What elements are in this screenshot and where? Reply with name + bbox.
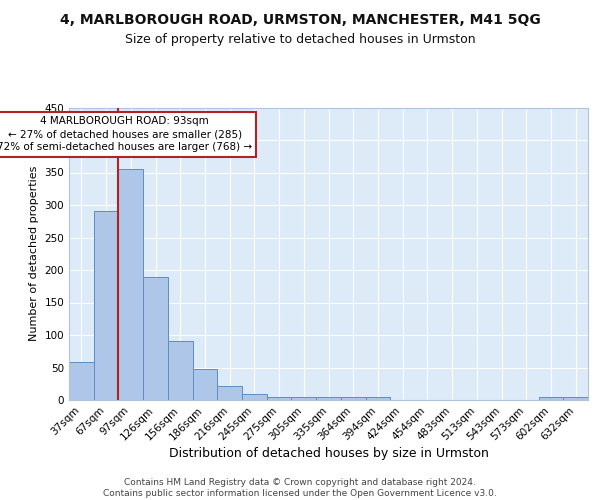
Y-axis label: Number of detached properties: Number of detached properties: [29, 166, 39, 342]
Text: 4, MARLBOROUGH ROAD, URMSTON, MANCHESTER, M41 5QG: 4, MARLBOROUGH ROAD, URMSTON, MANCHESTER…: [59, 12, 541, 26]
X-axis label: Distribution of detached houses by size in Urmston: Distribution of detached houses by size …: [169, 448, 488, 460]
Bar: [118, 169, 143, 400]
Bar: [242, 394, 267, 400]
Bar: [292, 397, 316, 400]
Bar: [563, 398, 588, 400]
Text: 4 MARLBOROUGH ROAD: 93sqm
← 27% of detached houses are smaller (285)
72% of semi: 4 MARLBOROUGH ROAD: 93sqm ← 27% of detac…: [0, 116, 252, 152]
Bar: [341, 397, 365, 400]
Bar: [539, 398, 563, 400]
Bar: [168, 341, 193, 400]
Text: Contains HM Land Registry data © Crown copyright and database right 2024.
Contai: Contains HM Land Registry data © Crown c…: [103, 478, 497, 498]
Bar: [143, 276, 168, 400]
Bar: [217, 386, 242, 400]
Bar: [316, 397, 341, 400]
Bar: [193, 370, 217, 400]
Bar: [267, 398, 292, 400]
Bar: [69, 362, 94, 400]
Text: Size of property relative to detached houses in Urmston: Size of property relative to detached ho…: [125, 32, 475, 46]
Bar: [365, 398, 390, 400]
Bar: [94, 211, 118, 400]
